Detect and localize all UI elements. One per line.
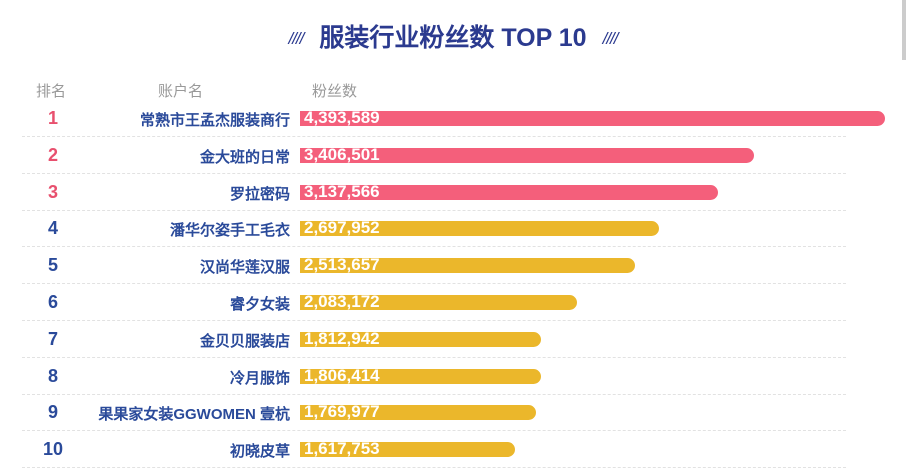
rank-label: 6 — [47, 292, 58, 312]
bar-row: 5 汉尚华莲汉服 2,513,657 — [0, 247, 906, 285]
scrollbar[interactable] — [902, 0, 906, 60]
row-separator — [22, 283, 846, 285]
bar — [300, 442, 516, 458]
chart-title: ////服装行业粉丝数 TOP 10//// — [288, 24, 619, 52]
row-separator — [22, 209, 846, 211]
row-separator — [22, 393, 846, 395]
bar-row: 10 初晓皮草 1,617,753 — [0, 431, 906, 469]
title-decoration-right: //// — [602, 29, 619, 49]
bar — [300, 368, 541, 384]
bar — [300, 295, 578, 310]
bar — [300, 221, 660, 237]
bar — [300, 405, 536, 421]
rank-label: 3 — [47, 181, 58, 202]
bar — [300, 331, 542, 347]
bar — [300, 258, 635, 274]
bar-row: 4 潘华尔姿手工毛衣 2,697,952 — [0, 210, 906, 248]
category-label: 金大班的日常 — [199, 148, 290, 166]
value-label: 4,393,589 — [304, 108, 380, 127]
rank-label: 7 — [47, 328, 58, 349]
rank-label: 4 — [47, 218, 58, 239]
value-label: 3,406,501 — [304, 144, 380, 164]
rank-label: 1 — [47, 108, 58, 128]
bar-row: 8 冷月服饰 1,806,414 — [0, 358, 906, 395]
category-label: 潘华尔姿手工毛衣 — [169, 222, 290, 240]
value-label: 1,617,753 — [304, 439, 380, 459]
bar — [300, 147, 754, 163]
rank-label: 5 — [47, 255, 58, 276]
title-decoration-left: //// — [288, 29, 304, 49]
rank-label: 9 — [47, 402, 58, 423]
row-separator — [22, 136, 846, 137]
rank-label: 8 — [47, 365, 58, 386]
value-label: 2,697,952 — [304, 218, 380, 238]
value-label: 1,806,414 — [304, 365, 380, 385]
bar — [300, 111, 885, 126]
row-separator — [22, 172, 846, 174]
category-label: 冷月服饰 — [229, 369, 290, 387]
rank-label: 10 — [42, 439, 64, 460]
category-label: 睿夕女装 — [229, 296, 290, 313]
bar-row: 2 金大班的日常 3,406,501 — [0, 137, 906, 174]
value-label: 1,812,942 — [304, 328, 380, 348]
category-label: 常熟市王孟杰服装商行 — [139, 112, 290, 129]
bar-row: 9 果果家女装GGWOMEN 壹杭 1,769,977 — [0, 394, 906, 432]
value-label: 2,083,172 — [304, 292, 380, 311]
bar — [300, 184, 718, 200]
value-label: 1,769,977 — [304, 402, 380, 422]
header-name: 账户名 — [158, 83, 204, 100]
row-separator — [22, 467, 846, 469]
bar-row: 7 金贝贝服装店 1,812,942 — [0, 321, 906, 358]
category-label: 罗拉密码 — [229, 185, 290, 203]
bar-row: 3 罗拉密码 3,137,566 — [0, 174, 906, 211]
category-label: 初晓皮草 — [229, 443, 290, 461]
category-label: 汉尚华莲汉服 — [199, 259, 290, 277]
row-separator — [22, 430, 846, 432]
row-separator — [22, 246, 846, 248]
value-label: 3,137,566 — [304, 181, 380, 201]
value-label: 2,513,657 — [304, 255, 380, 275]
row-separator — [22, 356, 846, 358]
bar-row: 6 睿夕女装 2,083,172 — [0, 284, 906, 321]
category-label: 果果家女装GGWOMEN 壹杭 — [98, 406, 290, 424]
row-separator — [22, 320, 846, 321]
bar-row: 1 常熟市王孟杰服装商行 4,393,589 — [0, 100, 906, 137]
header-value: 粉丝数 — [312, 83, 358, 100]
category-label: 金贝贝服装店 — [199, 332, 290, 350]
header-rank: 排名 — [36, 83, 67, 100]
rank-label: 2 — [47, 144, 58, 165]
